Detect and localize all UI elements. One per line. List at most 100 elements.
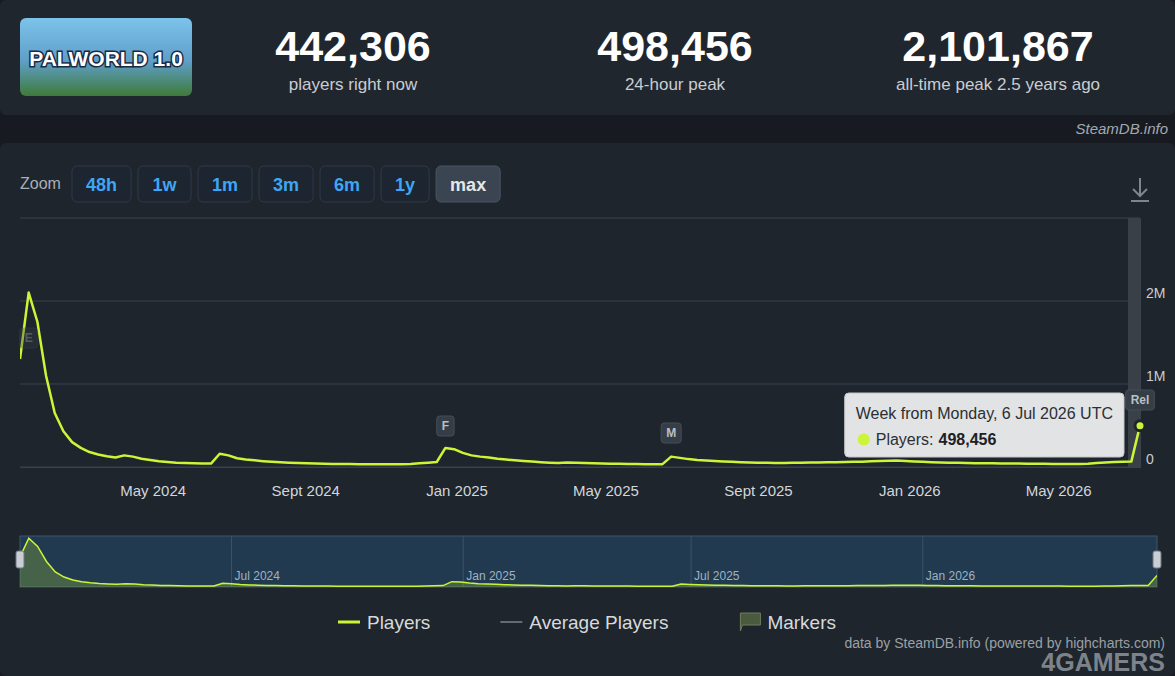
stat-value: 498,456 bbox=[597, 22, 752, 70]
legend-label[interactable]: Average Players bbox=[529, 612, 668, 633]
game-logo bbox=[20, 18, 192, 96]
x-tick: Sept 2024 bbox=[272, 467, 340, 499]
marker-flag-bg bbox=[661, 423, 681, 443]
stat-value: 2,101,867 bbox=[902, 22, 1093, 70]
marker-flag-bg bbox=[20, 328, 38, 348]
navigator-grid-line bbox=[922, 536, 923, 587]
x-tick-label: May 2026 bbox=[1026, 482, 1092, 499]
navigator-tick-label: Jul 2024 bbox=[235, 569, 281, 583]
stat-value: 442,306 bbox=[275, 22, 430, 70]
plot-area bbox=[20, 218, 1140, 467]
grid-line bbox=[20, 467, 1140, 468]
y-tick-label: 0 bbox=[1146, 451, 1154, 467]
marker-label: F bbox=[442, 419, 449, 433]
tooltip-title: Week from Monday, 6 Jul 2026 UTC bbox=[856, 405, 1113, 422]
zoom-button-label[interactable]: max bbox=[450, 175, 486, 195]
zoom-button-bg[interactable] bbox=[381, 166, 429, 202]
zoom-button-label[interactable]: 1y bbox=[395, 175, 415, 195]
x-axis-line bbox=[21, 467, 1141, 468]
navigator-tick-label: Jul 2025 bbox=[694, 569, 740, 583]
zoom-button-label[interactable]: 48h bbox=[86, 175, 117, 195]
marker-label: E bbox=[25, 331, 33, 345]
zoom-button[interactable]: 3m bbox=[259, 166, 313, 202]
zoom-button-bg[interactable] bbox=[320, 166, 374, 202]
zoom-button[interactable]: 6m bbox=[320, 166, 374, 202]
y-tick-label: 2M bbox=[1146, 285, 1165, 301]
game-logo-text: PALWORLD 1.0 bbox=[29, 47, 183, 70]
x-tick: Jan 2026 bbox=[879, 467, 941, 499]
x-tick-label: Jan 2026 bbox=[879, 482, 941, 499]
zoom-button-bg[interactable] bbox=[259, 166, 313, 202]
chart-panel bbox=[0, 143, 1175, 676]
y-tick: 2M bbox=[1140, 285, 1165, 302]
tooltip-label: Players: bbox=[876, 431, 934, 448]
zoom-button-label[interactable]: 1w bbox=[153, 175, 178, 195]
x-tick: May 2026 bbox=[1026, 467, 1092, 499]
zoom-button[interactable]: 1w bbox=[138, 166, 191, 202]
y-tick: 1M bbox=[1140, 368, 1165, 385]
plot-frame-top bbox=[20, 218, 1140, 219]
hover-point bbox=[1135, 421, 1145, 431]
marker-flag-bg bbox=[437, 416, 454, 436]
site-watermark-4gamers: 4GAMERS bbox=[1041, 648, 1165, 676]
zoom-label: Zoom bbox=[20, 175, 61, 192]
grid bbox=[20, 301, 1140, 467]
stat-label: all-time peak 2.5 years ago bbox=[896, 75, 1100, 94]
x-tick-label: Sept 2025 bbox=[724, 482, 792, 499]
navigator-handle[interactable] bbox=[1153, 551, 1161, 568]
marker-label: Rel bbox=[1131, 393, 1150, 407]
marker-band bbox=[1128, 218, 1140, 467]
marker-flag: M bbox=[661, 423, 681, 443]
legend: Players Average Players Markers bbox=[338, 612, 836, 633]
marker-flag: F bbox=[437, 416, 454, 436]
stat-label: 24-hour peak bbox=[625, 75, 726, 94]
navigator-tick-label: Jan 2025 bbox=[466, 569, 516, 583]
stat-label: players right now bbox=[289, 75, 418, 94]
x-axis: May 2024 Sept 2024 Jan 2025 May 2025 Sept 20… bbox=[21, 467, 1141, 499]
navigator-grid-line bbox=[463, 536, 464, 587]
marker-flag: Rel bbox=[1126, 390, 1155, 410]
x-tick: Sept 2025 bbox=[724, 467, 792, 499]
download-icon[interactable] bbox=[1131, 178, 1149, 201]
zoom-button-label[interactable]: 3m bbox=[273, 175, 299, 195]
x-tick-label: Sept 2024 bbox=[272, 482, 340, 499]
legend-label[interactable]: Markers bbox=[767, 612, 836, 633]
zoom-button[interactable]: 48h bbox=[72, 166, 131, 202]
grid-line bbox=[20, 301, 1140, 302]
zoom-button[interactable]: 1m bbox=[198, 166, 252, 202]
x-tick-label: May 2024 bbox=[120, 482, 186, 499]
zoom-button-label[interactable]: 6m bbox=[334, 175, 360, 195]
zoom-button[interactable]: 1y bbox=[381, 166, 429, 202]
x-tick: Jan 2025 bbox=[426, 467, 488, 499]
tooltip-value: 498,456 bbox=[939, 431, 997, 448]
tooltip-swatch bbox=[858, 434, 870, 446]
navigator-handle[interactable] bbox=[16, 551, 24, 568]
navigator-bg bbox=[20, 536, 1157, 587]
navigator-area bbox=[20, 538, 1157, 587]
legend-symbol[interactable] bbox=[740, 613, 760, 631]
marker-label: M bbox=[666, 426, 676, 440]
zoom-button-bg[interactable] bbox=[198, 166, 252, 202]
tooltip: Week from Monday, 6 Jul 2026 UTC Players:… bbox=[845, 393, 1124, 457]
navigator-tick-label: Jan 2026 bbox=[926, 569, 976, 583]
zoom-button-label[interactable]: 1m bbox=[212, 175, 238, 195]
legend-symbol[interactable] bbox=[338, 621, 360, 624]
y-tick: 0 bbox=[1140, 451, 1154, 468]
legend-symbol[interactable] bbox=[500, 621, 522, 623]
zoom-button-bg[interactable] bbox=[72, 166, 131, 202]
marker-flag-bg bbox=[1126, 390, 1155, 410]
navigator-grid-line bbox=[231, 536, 232, 587]
x-tick: May 2025 bbox=[573, 467, 639, 499]
marker-flag: E bbox=[20, 328, 38, 348]
grid-line bbox=[20, 384, 1140, 385]
legend-label[interactable]: Players bbox=[367, 612, 430, 633]
x-tick-label: May 2025 bbox=[573, 482, 639, 499]
zoom-button-bg[interactable] bbox=[436, 166, 500, 202]
navigator-plot bbox=[20, 538, 1157, 587]
site-watermark: SteamDB.info bbox=[1075, 120, 1168, 137]
navigator-line bbox=[20, 538, 1157, 586]
x-tick: May 2024 bbox=[120, 467, 186, 499]
zoom-button-bg[interactable] bbox=[138, 166, 191, 202]
zoom-button[interactable]: max bbox=[436, 166, 500, 202]
x-tick-label: Jan 2025 bbox=[426, 482, 488, 499]
